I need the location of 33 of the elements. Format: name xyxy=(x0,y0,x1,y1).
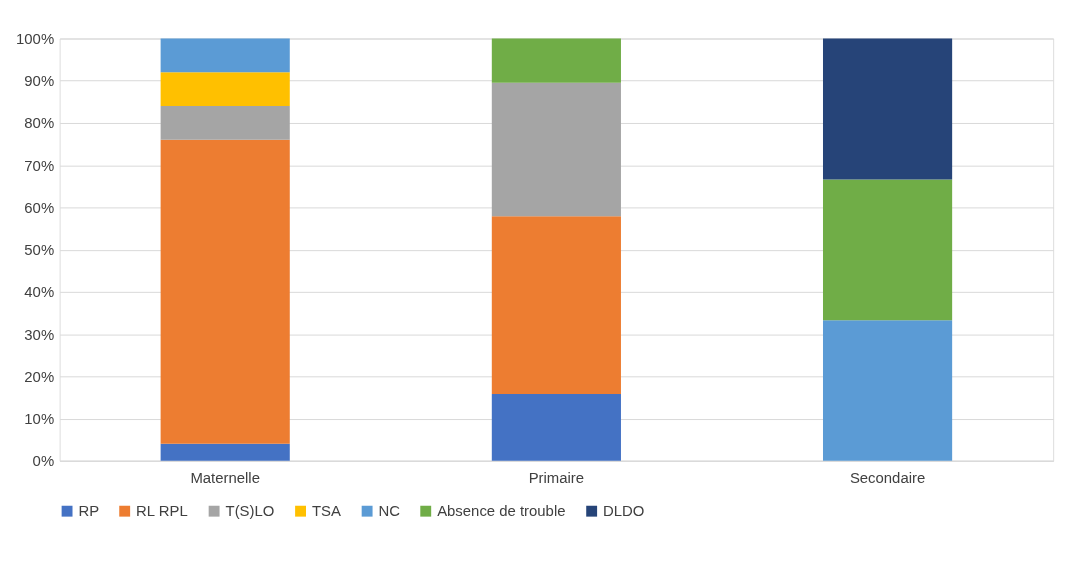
y-tick-label: 50% xyxy=(24,242,55,259)
legend-label: Absence de trouble xyxy=(437,503,566,520)
legend-label: T(S)LO xyxy=(225,503,275,520)
bar xyxy=(160,106,290,140)
y-tick-label: 80% xyxy=(24,115,55,132)
legend-label: RP xyxy=(78,503,100,520)
bar xyxy=(160,38,290,73)
x-tick-label: Maternelle xyxy=(190,470,260,487)
y-tick-label: 70% xyxy=(24,157,55,174)
bar xyxy=(491,394,621,461)
bar xyxy=(160,139,290,444)
legend-label: NC xyxy=(378,503,401,520)
y-tick-label: 0% xyxy=(32,453,55,470)
y-tick-label: 90% xyxy=(24,73,55,90)
bar xyxy=(822,38,953,180)
y-tick-label: 30% xyxy=(24,326,55,343)
bar xyxy=(491,82,621,217)
bar xyxy=(491,216,621,395)
y-tick-label: 20% xyxy=(24,368,55,385)
y-tick-label: 40% xyxy=(24,284,55,301)
bar xyxy=(822,320,953,461)
legend-label: DLDO xyxy=(603,503,645,520)
y-tick-label: 10% xyxy=(24,411,55,427)
y-tick-label: 100% xyxy=(16,30,55,47)
bar xyxy=(491,38,621,83)
bar xyxy=(160,72,290,107)
legend-label: RL RPL xyxy=(136,503,188,520)
x-tick-label: Secondaire xyxy=(849,470,926,487)
y-tick-label: 60% xyxy=(24,199,55,216)
bar xyxy=(822,179,953,321)
x-tick-label: Primaire xyxy=(528,470,585,487)
legend-label: TSA xyxy=(311,503,341,520)
bar xyxy=(160,443,290,461)
